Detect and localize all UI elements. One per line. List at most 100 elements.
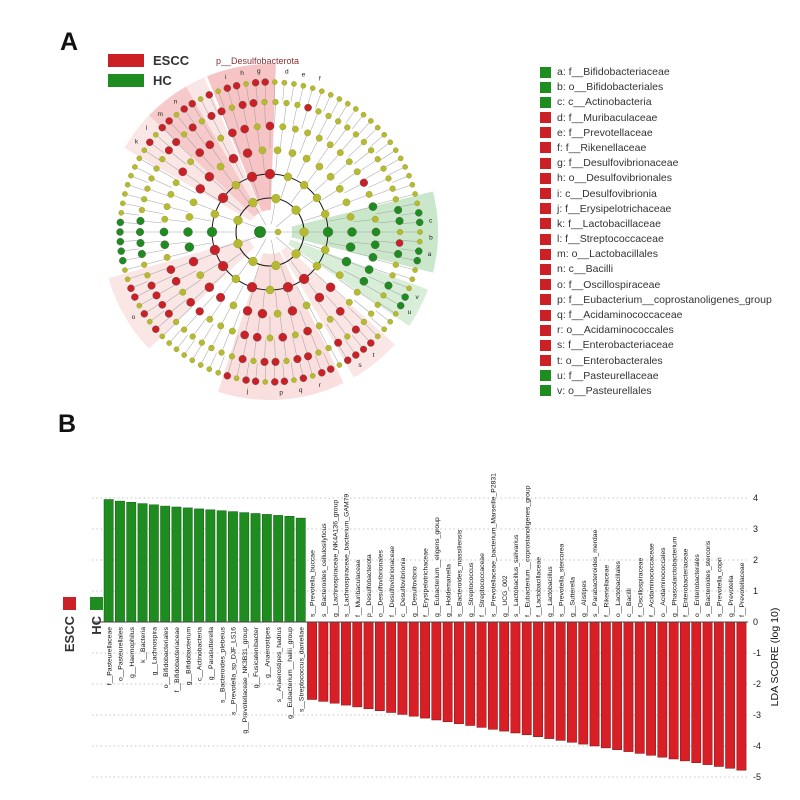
- clade-node: [179, 288, 187, 296]
- clade-node: [351, 325, 360, 334]
- clade-node: [344, 124, 351, 131]
- clade-node: [144, 185, 151, 192]
- legend-item-escc-b: ESCC: [62, 597, 77, 652]
- taxa-label: f: f__Rikenellaceae: [557, 141, 647, 154]
- clade-node: [335, 307, 345, 316]
- clade-node: [217, 260, 229, 272]
- taxa-legend-item: t: o__Enterobacterales: [540, 355, 772, 367]
- taxa-color-swatch: [540, 142, 551, 154]
- escc-bar: [623, 621, 634, 752]
- escc-bar: [680, 621, 690, 762]
- clade-node: [206, 226, 218, 238]
- escc-bar-label: s__Prevotella_copri: [717, 557, 724, 617]
- clade-node: [172, 179, 180, 187]
- clade-node: [173, 318, 180, 326]
- clade-node: [137, 249, 146, 258]
- escc-bar-label: p__Desulfobacterota: [366, 554, 373, 617]
- escc-bar-label: g__UCG_002: [502, 575, 509, 617]
- hc-bar-label: g__Anaerostipes: [265, 626, 272, 678]
- hc-bar: [295, 517, 306, 623]
- clade-node: [335, 118, 342, 125]
- clade-node: [415, 247, 423, 255]
- hc-bar-label: g__Prevotellaceae_NK3B31_group: [242, 627, 249, 734]
- clade-node: [409, 276, 416, 283]
- escc-bar: [408, 621, 419, 717]
- escc-bar: [567, 621, 577, 743]
- taxa-color-swatch: [540, 339, 551, 351]
- clade-node: [223, 372, 232, 380]
- y-tick-label: -3: [753, 710, 761, 720]
- hc-bar-label: g__Parasutterella: [208, 627, 215, 680]
- escc-bar: [476, 621, 487, 728]
- clade-node: [264, 168, 276, 180]
- hc-bar-label: g__Lachnospira: [152, 627, 159, 676]
- taxa-legend-item: n: c__Bacilli: [540, 263, 772, 275]
- clade-node: [246, 282, 258, 293]
- clade-node: [315, 108, 322, 115]
- clade-node: [240, 330, 249, 340]
- clade-node: [161, 215, 169, 223]
- clade-node: [283, 99, 290, 107]
- escc-bar-label: s__Bacteroides_cellulosilyticus: [321, 523, 328, 617]
- clade-node: [242, 376, 250, 384]
- escc-bar-label: o__Lactobacillales: [615, 560, 622, 617]
- escc-bar-label: g__Lachnospiraceae_NK4A136_group: [332, 500, 339, 617]
- clade-node: [335, 271, 344, 279]
- clade-node: [206, 366, 213, 372]
- clade-node: [406, 285, 412, 292]
- clade-node: [416, 238, 423, 245]
- escc-label: ESCC: [153, 53, 190, 68]
- clade-node: [171, 276, 181, 286]
- clade-node: [397, 155, 404, 162]
- taxa-color-swatch: [540, 66, 551, 78]
- taxa-label: m: o__Lactobacillales: [557, 248, 658, 261]
- escc-bar-label: g__Streptococcus: [468, 562, 475, 617]
- clade-node: [119, 200, 126, 207]
- clade-node: [287, 306, 298, 316]
- panel-a-legend: ESCC HC: [108, 53, 189, 88]
- clade-node: [158, 123, 166, 132]
- cladogram-plot: a b c d e f g h i j kl m n o p q r s t u v: [108, 63, 438, 401]
- clade-node: [228, 353, 236, 360]
- clade-node: [165, 117, 173, 125]
- clade-node: [334, 338, 343, 347]
- clade-node: [314, 292, 325, 303]
- clade-node: [283, 172, 293, 182]
- clade-node: [271, 193, 281, 204]
- clade-node: [278, 332, 288, 342]
- escc-bar: [420, 621, 430, 719]
- clade-node: [163, 203, 171, 211]
- clade-node: [392, 311, 399, 317]
- y-tick-label: 0: [753, 617, 758, 627]
- panel-b-legend: ESCC HC: [62, 597, 104, 652]
- clade-node: [122, 191, 128, 197]
- clade-node: [300, 82, 307, 89]
- hc-bar: [194, 508, 204, 623]
- clade-node: [273, 309, 282, 318]
- clade-node: [132, 164, 138, 170]
- clade-letter-marker: b: [429, 234, 433, 241]
- clade-node: [180, 105, 188, 113]
- clade-node: [344, 333, 351, 340]
- clade-node: [138, 206, 145, 214]
- escc-bar-label: f__Acidaminococcaceae: [649, 543, 656, 617]
- clade-node: [302, 154, 311, 163]
- lda-score-bar-chart: -5 -4 -3 -2 -1 0 1 2 3 4 f__Pasteurellaceae o__Past…: [92, 473, 781, 782]
- clade-node: [374, 124, 381, 131]
- clade-node: [233, 215, 243, 225]
- clade-node: [116, 237, 125, 246]
- clade-node: [299, 180, 309, 190]
- hc-bar: [160, 505, 171, 623]
- clade-node: [384, 281, 393, 290]
- clade-node: [353, 106, 359, 112]
- clade-node: [216, 292, 226, 302]
- hc-bar: [239, 512, 250, 623]
- taxa-color-swatch: [540, 370, 551, 382]
- clade-node: [195, 148, 205, 157]
- clade-node: [204, 282, 215, 292]
- clade-node: [189, 198, 198, 207]
- taxa-label: q: f__Acidaminococcaceae: [557, 309, 683, 321]
- clade-node: [342, 198, 351, 207]
- clade-node: [360, 318, 367, 326]
- hc-bar: [182, 507, 193, 623]
